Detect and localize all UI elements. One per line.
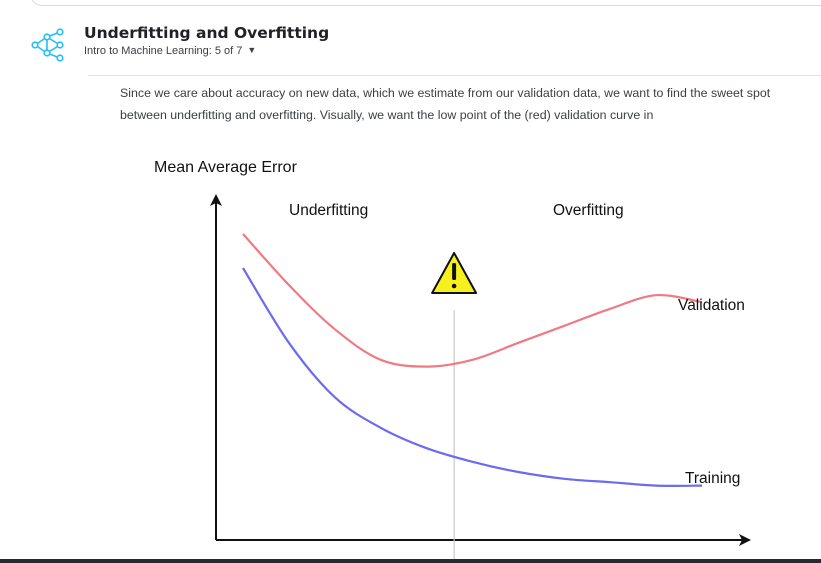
lesson-paragraph: Since we care about accuracy on new data… xyxy=(120,86,771,122)
header-divider xyxy=(88,75,821,76)
overfitting-label: Overfitting xyxy=(553,202,624,219)
validation-series-label: Validation xyxy=(678,297,745,314)
bottom-bar xyxy=(0,559,821,563)
course-progress-label: Intro to Machine Learning: 5 of 7 xyxy=(84,45,243,57)
training-series-label: Training xyxy=(685,470,740,487)
training-curve xyxy=(242,267,703,487)
lesson-title: Underfitting and Overfitting xyxy=(84,24,330,42)
network-nodes-icon xyxy=(31,28,64,62)
course-progress-dropdown[interactable]: Intro to Machine Learning: 5 of 7 ▼ xyxy=(84,45,256,57)
caret-down-icon: ▼ xyxy=(247,45,257,55)
underfitting-label: Underfitting xyxy=(289,202,368,219)
warning-triangle-icon xyxy=(431,252,478,294)
y-axis-label: Mean Average Error xyxy=(154,159,298,176)
validation-curve xyxy=(242,233,703,368)
